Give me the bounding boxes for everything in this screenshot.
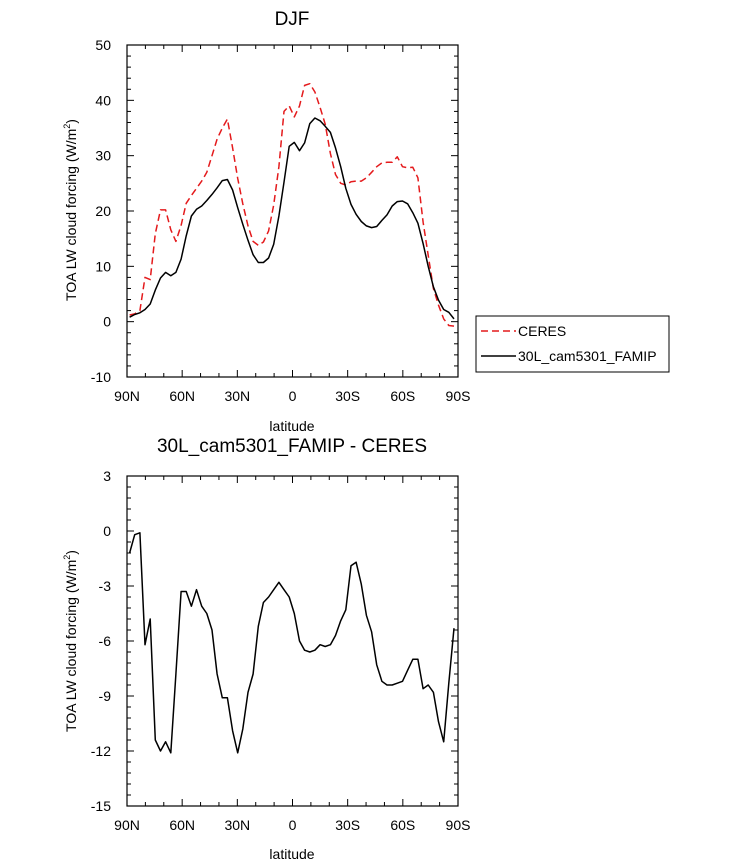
x-tick-label: 90S [446, 817, 471, 833]
legend-label-ceres: CERES [518, 323, 566, 339]
x-tick-label: 0 [289, 388, 297, 404]
plot-frame [126, 475, 459, 807]
x-tick-label: 30S [335, 817, 360, 833]
y-tick-label: -9 [99, 688, 112, 704]
legend-label-model: 30L_cam5301_FAMIP [518, 348, 657, 364]
y-axis-label-main: TOA LW cloud forcing (W/m [63, 129, 79, 301]
x-axis-label: latitude [269, 846, 314, 862]
x-tick-label: 0 [289, 817, 297, 833]
chart-title: 30L_cam5301_FAMIP - CERES [157, 436, 427, 457]
y-tick-label: 30 [95, 148, 111, 164]
y-tick-label: 0 [103, 314, 111, 330]
panel-djf: DJF TOA LW cloud forcing (W/m2) latitude… [62, 9, 470, 434]
y-axis-label: TOA LW cloud forcing (W/m2) [62, 119, 79, 301]
y-tick-label: 20 [95, 203, 111, 219]
x-tick-label: 30S [335, 388, 360, 404]
series-line-30l-cam5301-famip [129, 117, 455, 320]
legend-box [475, 315, 670, 373]
y-tick-label: -10 [91, 369, 111, 385]
plot-frame [126, 44, 459, 378]
x-tick-label: 90S [446, 388, 471, 404]
y-axis-label-superscript: 2 [62, 555, 72, 560]
y-tick-label: 3 [103, 468, 111, 484]
x-tick-label: 60S [390, 817, 415, 833]
legend: CERES 30L_cam5301_FAMIP [475, 315, 670, 373]
x-tick-label: 60N [169, 388, 195, 404]
y-tick-label: 40 [95, 92, 111, 108]
x-tick-label: 30N [224, 388, 250, 404]
y-tick-label: 0 [103, 523, 111, 539]
y-axis-label-close: ) [63, 119, 79, 124]
y-tick-label: -6 [99, 633, 112, 649]
x-tick-label: 90N [114, 817, 140, 833]
y-tick-label: -15 [91, 798, 111, 814]
x-axis-label: latitude [269, 418, 314, 434]
series-line-ceres [129, 82, 455, 327]
x-tick-label: 60N [169, 817, 195, 833]
y-axis-label: TOA LW cloud forcing (W/m2) [62, 550, 79, 732]
y-tick-label: 10 [95, 258, 111, 274]
panel-difference: 30L_cam5301_FAMIP - CERES TOA LW cloud f… [62, 436, 470, 862]
y-tick-label: -3 [99, 578, 112, 594]
y-tick-label: -12 [91, 743, 111, 759]
x-tick-label: 60S [390, 388, 415, 404]
y-axis-label-close: ) [63, 550, 79, 555]
series-line-difference [128, 532, 455, 754]
y-axis-label-superscript: 2 [62, 124, 72, 129]
y-tick-label: 50 [95, 37, 111, 53]
svg-text:TOA LW cloud forcing (W/m2): TOA LW cloud forcing (W/m2) [62, 550, 79, 732]
x-tick-label: 30N [224, 817, 250, 833]
chart-title: DJF [275, 9, 310, 30]
svg-text:TOA LW cloud forcing (W/m2): TOA LW cloud forcing (W/m2) [62, 119, 79, 301]
y-axis-label-main: TOA LW cloud forcing (W/m [63, 560, 79, 732]
x-tick-label: 90N [114, 388, 140, 404]
